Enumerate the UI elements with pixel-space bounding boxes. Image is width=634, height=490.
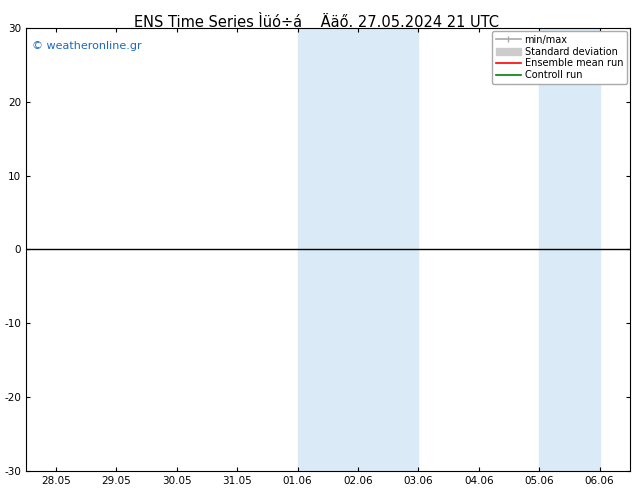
- Text: © weatheronline.gr: © weatheronline.gr: [32, 41, 141, 51]
- Bar: [298, 28, 418, 471]
- Bar: [540, 28, 600, 471]
- Legend: min/max, Standard deviation, Ensemble mean run, Controll run: min/max, Standard deviation, Ensemble me…: [493, 31, 627, 84]
- Text: ENS Time Series Ìüó÷á    Ääő. 27.05.2024 21 UTC: ENS Time Series Ìüó÷á Ääő. 27.05.2024 21…: [134, 15, 500, 30]
